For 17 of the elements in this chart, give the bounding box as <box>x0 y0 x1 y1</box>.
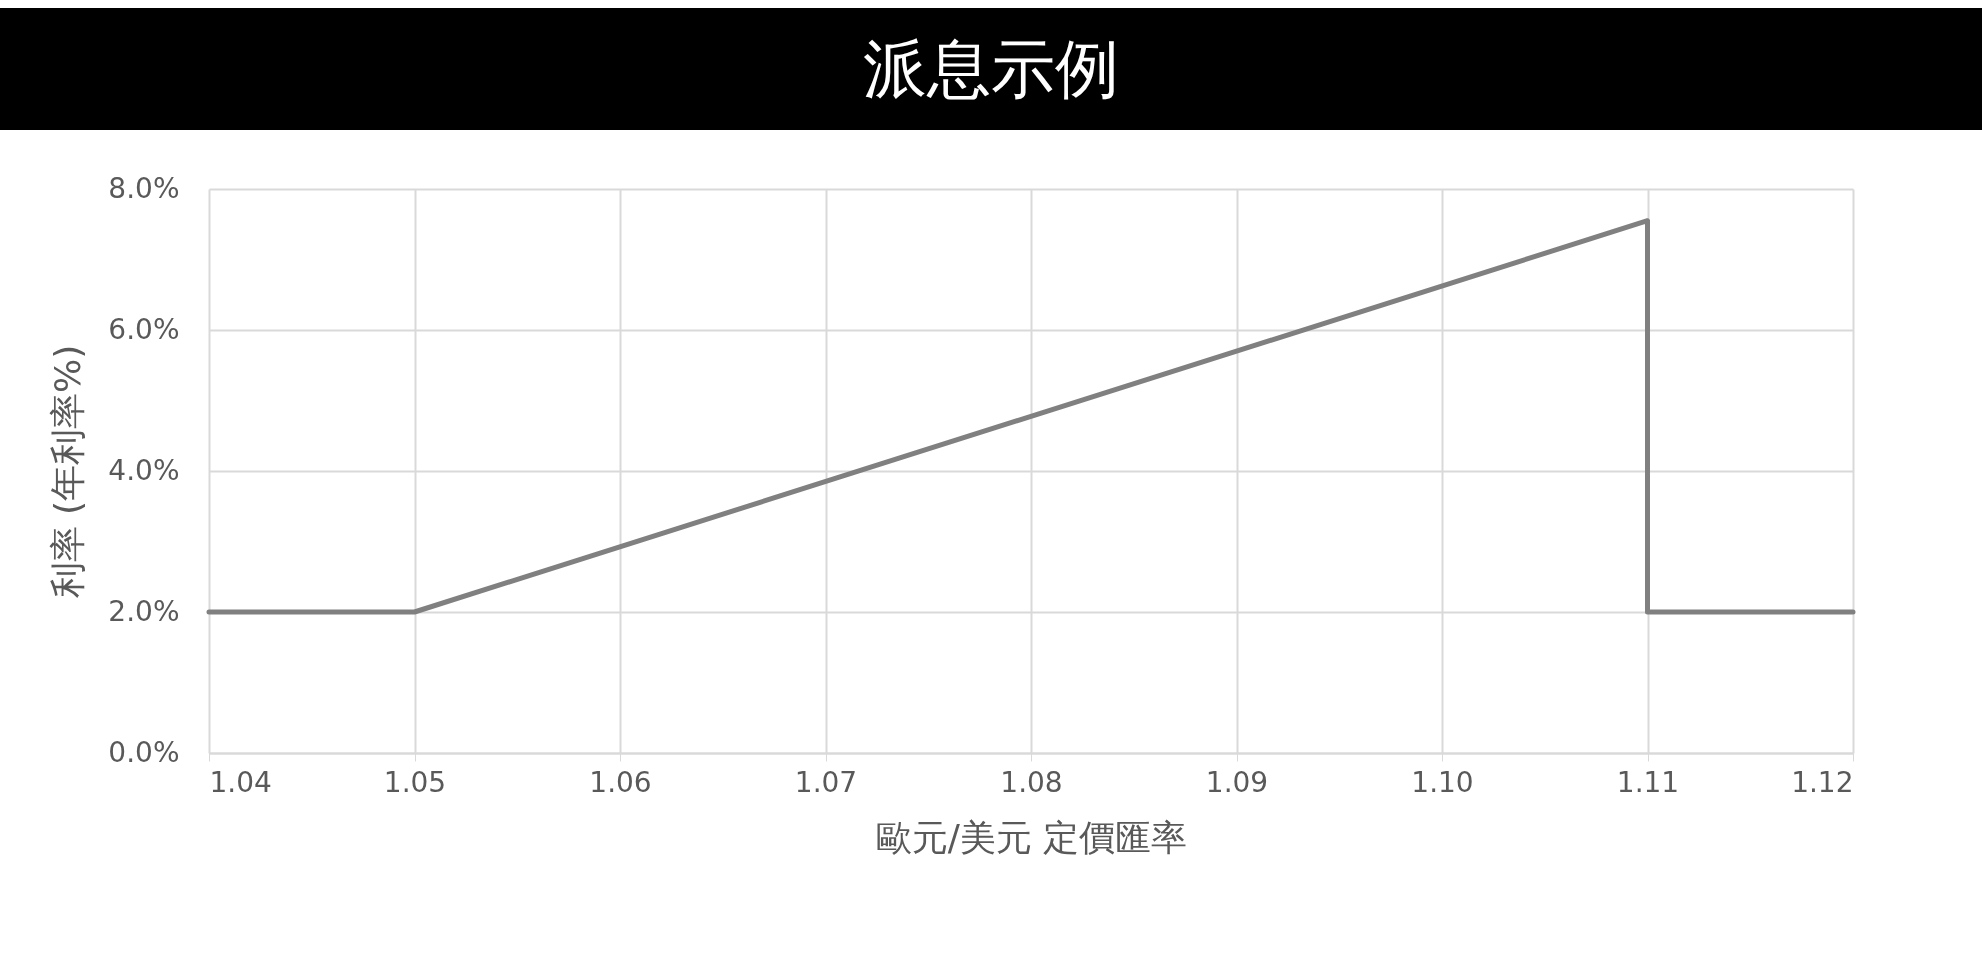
x-tick-label: 1.05 <box>383 765 447 799</box>
y-tick-label: 8.0% <box>108 171 180 205</box>
chart-title: 派息示例 <box>0 8 1982 130</box>
x-tick-label: 1.09 <box>1205 765 1269 799</box>
y-tick-label: 6.0% <box>108 312 180 346</box>
y-tick-label: 2.0% <box>108 594 180 628</box>
x-tick-label: 1.04 <box>209 765 272 799</box>
y-tick-label: 4.0% <box>108 453 180 487</box>
x-tick-label: 1.11 <box>1616 765 1680 799</box>
x-tick-label: 1.10 <box>1411 765 1474 799</box>
x-tick-label: 1.07 <box>794 765 858 799</box>
x-tick-label: 1.12 <box>1791 765 1854 799</box>
x-tick-label: 1.06 <box>589 765 652 799</box>
y-tick-label: 0.0% <box>108 735 180 769</box>
y-axis-title: 利率 (年利率%) <box>47 344 89 599</box>
x-axis-title: 歐元/美元 定價匯率 <box>875 816 1188 858</box>
x-tick-label: 1.08 <box>1000 765 1063 799</box>
